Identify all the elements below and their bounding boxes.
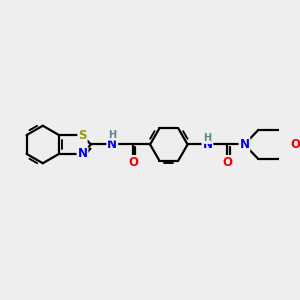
Text: O: O <box>128 156 138 169</box>
Text: O: O <box>222 156 232 169</box>
Text: S: S <box>78 129 87 142</box>
Text: N: N <box>239 138 249 151</box>
Text: N: N <box>202 138 212 151</box>
Text: N: N <box>107 138 117 151</box>
Text: N: N <box>77 147 88 161</box>
Text: H: H <box>108 130 116 140</box>
Text: H: H <box>203 134 211 143</box>
Text: O: O <box>291 138 300 151</box>
